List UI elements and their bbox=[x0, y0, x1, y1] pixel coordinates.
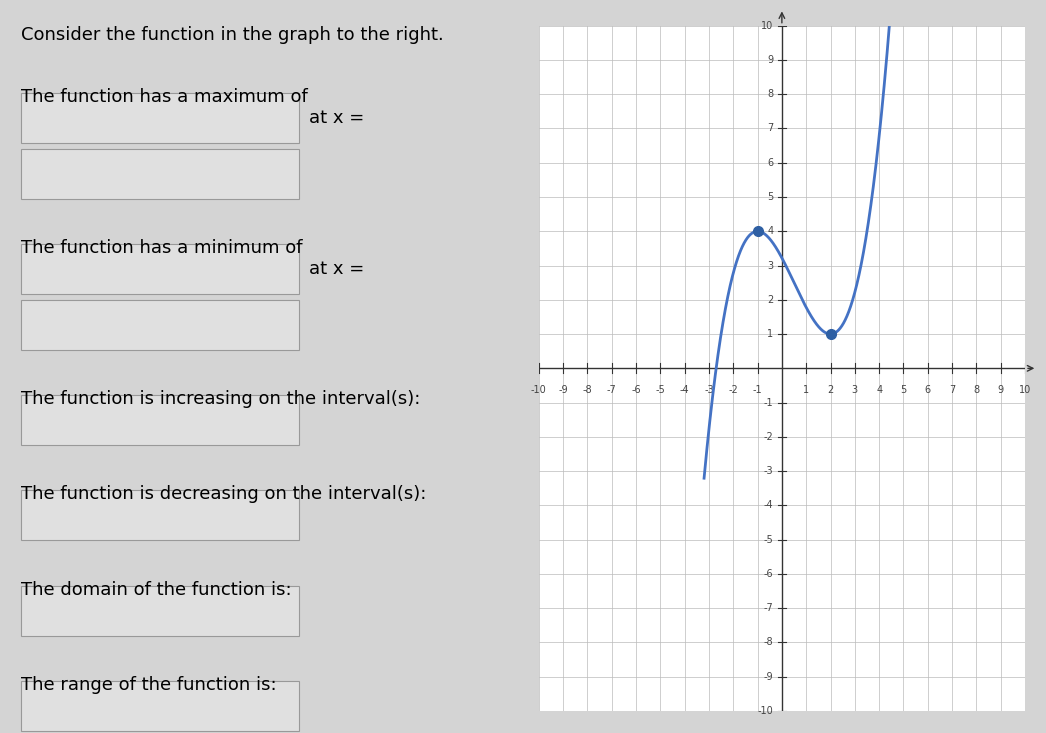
Text: -6: -6 bbox=[764, 569, 773, 579]
Text: -6: -6 bbox=[631, 386, 641, 396]
Text: Consider the function in the graph to the right.: Consider the function in the graph to th… bbox=[21, 26, 445, 44]
Text: 1: 1 bbox=[768, 329, 773, 339]
Text: 4: 4 bbox=[877, 386, 882, 396]
Text: 8: 8 bbox=[974, 386, 979, 396]
Text: -3: -3 bbox=[764, 466, 773, 476]
Text: -4: -4 bbox=[764, 501, 773, 510]
Text: The function has a minimum of: The function has a minimum of bbox=[21, 239, 303, 257]
FancyBboxPatch shape bbox=[21, 244, 299, 294]
Text: -7: -7 bbox=[607, 386, 616, 396]
Text: 9: 9 bbox=[998, 386, 1004, 396]
Text: 4: 4 bbox=[768, 226, 773, 236]
Text: The function is increasing on the interval(s):: The function is increasing on the interv… bbox=[21, 390, 420, 408]
Text: 10: 10 bbox=[1019, 386, 1031, 396]
Text: 9: 9 bbox=[768, 55, 773, 65]
FancyBboxPatch shape bbox=[21, 149, 299, 199]
Text: 6: 6 bbox=[768, 158, 773, 168]
Text: -10: -10 bbox=[530, 386, 547, 396]
FancyBboxPatch shape bbox=[21, 586, 299, 636]
FancyBboxPatch shape bbox=[21, 681, 299, 731]
Text: 5: 5 bbox=[901, 386, 907, 396]
Text: 3: 3 bbox=[768, 260, 773, 270]
Text: at x =: at x = bbox=[310, 109, 365, 127]
Text: -7: -7 bbox=[764, 603, 773, 614]
Text: -2: -2 bbox=[728, 386, 738, 396]
FancyBboxPatch shape bbox=[21, 93, 299, 143]
Text: -5: -5 bbox=[656, 386, 665, 396]
Text: 8: 8 bbox=[768, 89, 773, 99]
Text: -8: -8 bbox=[583, 386, 592, 396]
FancyBboxPatch shape bbox=[21, 395, 299, 445]
Text: 2: 2 bbox=[767, 295, 773, 305]
Text: The function has a maximum of: The function has a maximum of bbox=[21, 88, 309, 106]
Text: -1: -1 bbox=[753, 386, 763, 396]
FancyBboxPatch shape bbox=[21, 490, 299, 540]
Text: -10: -10 bbox=[757, 706, 773, 716]
Text: -9: -9 bbox=[559, 386, 568, 396]
Text: 10: 10 bbox=[761, 21, 773, 31]
Text: -9: -9 bbox=[764, 671, 773, 682]
Text: -2: -2 bbox=[764, 432, 773, 442]
Text: The domain of the function is:: The domain of the function is: bbox=[21, 581, 292, 599]
Text: -8: -8 bbox=[764, 638, 773, 647]
FancyBboxPatch shape bbox=[21, 300, 299, 350]
Text: 6: 6 bbox=[925, 386, 931, 396]
Text: The range of the function is:: The range of the function is: bbox=[21, 676, 277, 694]
Text: The function is decreasing on the interval(s):: The function is decreasing on the interv… bbox=[21, 485, 427, 504]
Text: -4: -4 bbox=[680, 386, 689, 396]
Text: -5: -5 bbox=[764, 534, 773, 545]
Text: -3: -3 bbox=[704, 386, 713, 396]
Text: 7: 7 bbox=[767, 123, 773, 133]
Text: 3: 3 bbox=[851, 386, 858, 396]
Text: 2: 2 bbox=[827, 386, 834, 396]
Text: 5: 5 bbox=[767, 192, 773, 202]
Text: 1: 1 bbox=[803, 386, 810, 396]
Text: -1: -1 bbox=[764, 397, 773, 408]
Text: at x =: at x = bbox=[310, 260, 365, 278]
Text: 7: 7 bbox=[949, 386, 955, 396]
